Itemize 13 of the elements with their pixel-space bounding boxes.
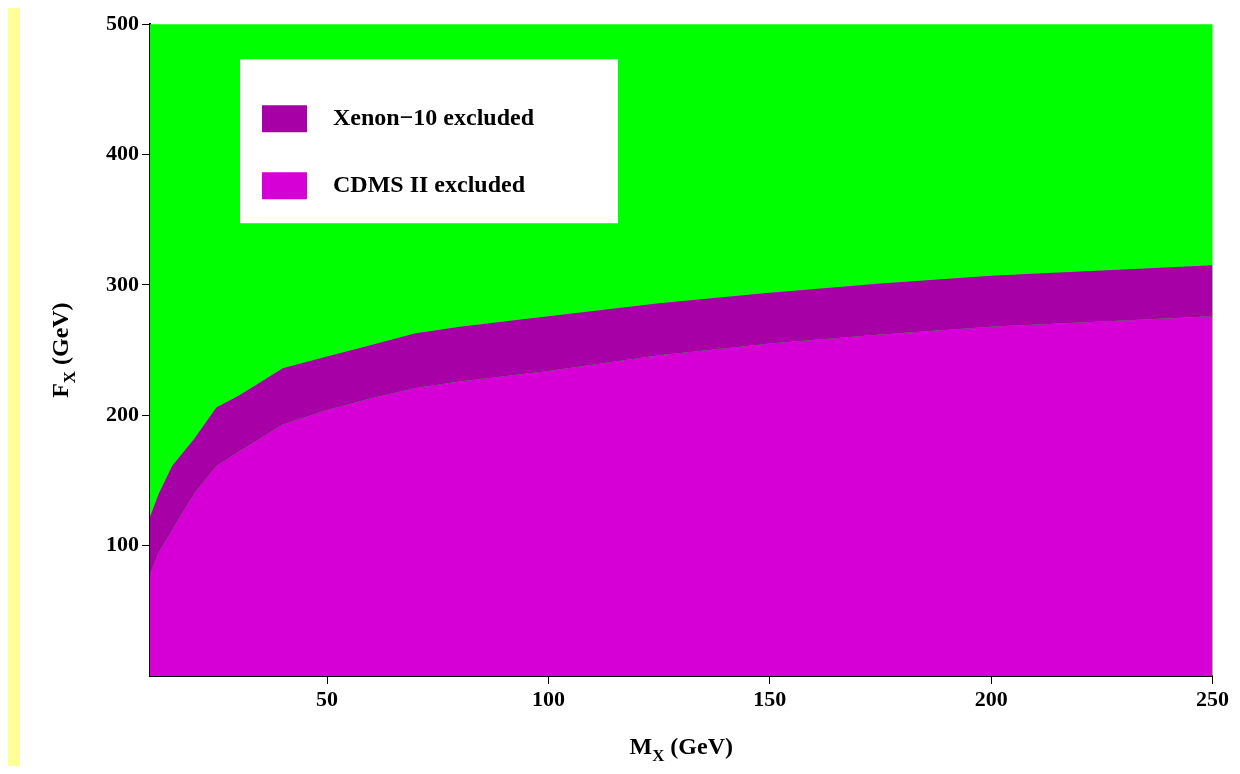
y-tick-label: 200 xyxy=(106,400,139,426)
y-tick-label: 300 xyxy=(106,270,139,296)
legend-label: Xenon−10 excluded xyxy=(333,104,535,131)
x-tick-label: 50 xyxy=(316,685,339,711)
y-tick-label: 400 xyxy=(106,140,139,166)
x-tick-label: 150 xyxy=(753,685,787,711)
y-tick-label: 100 xyxy=(106,531,139,557)
x-tick-label: 200 xyxy=(974,685,1008,711)
x-tick-label: 100 xyxy=(531,685,565,711)
legend-label: CDMS II excluded xyxy=(333,171,526,198)
y-tick-label: 500 xyxy=(106,9,139,35)
x-tick-label: 250 xyxy=(1196,685,1229,711)
y-axis-title: FX (GeV) xyxy=(47,302,80,398)
